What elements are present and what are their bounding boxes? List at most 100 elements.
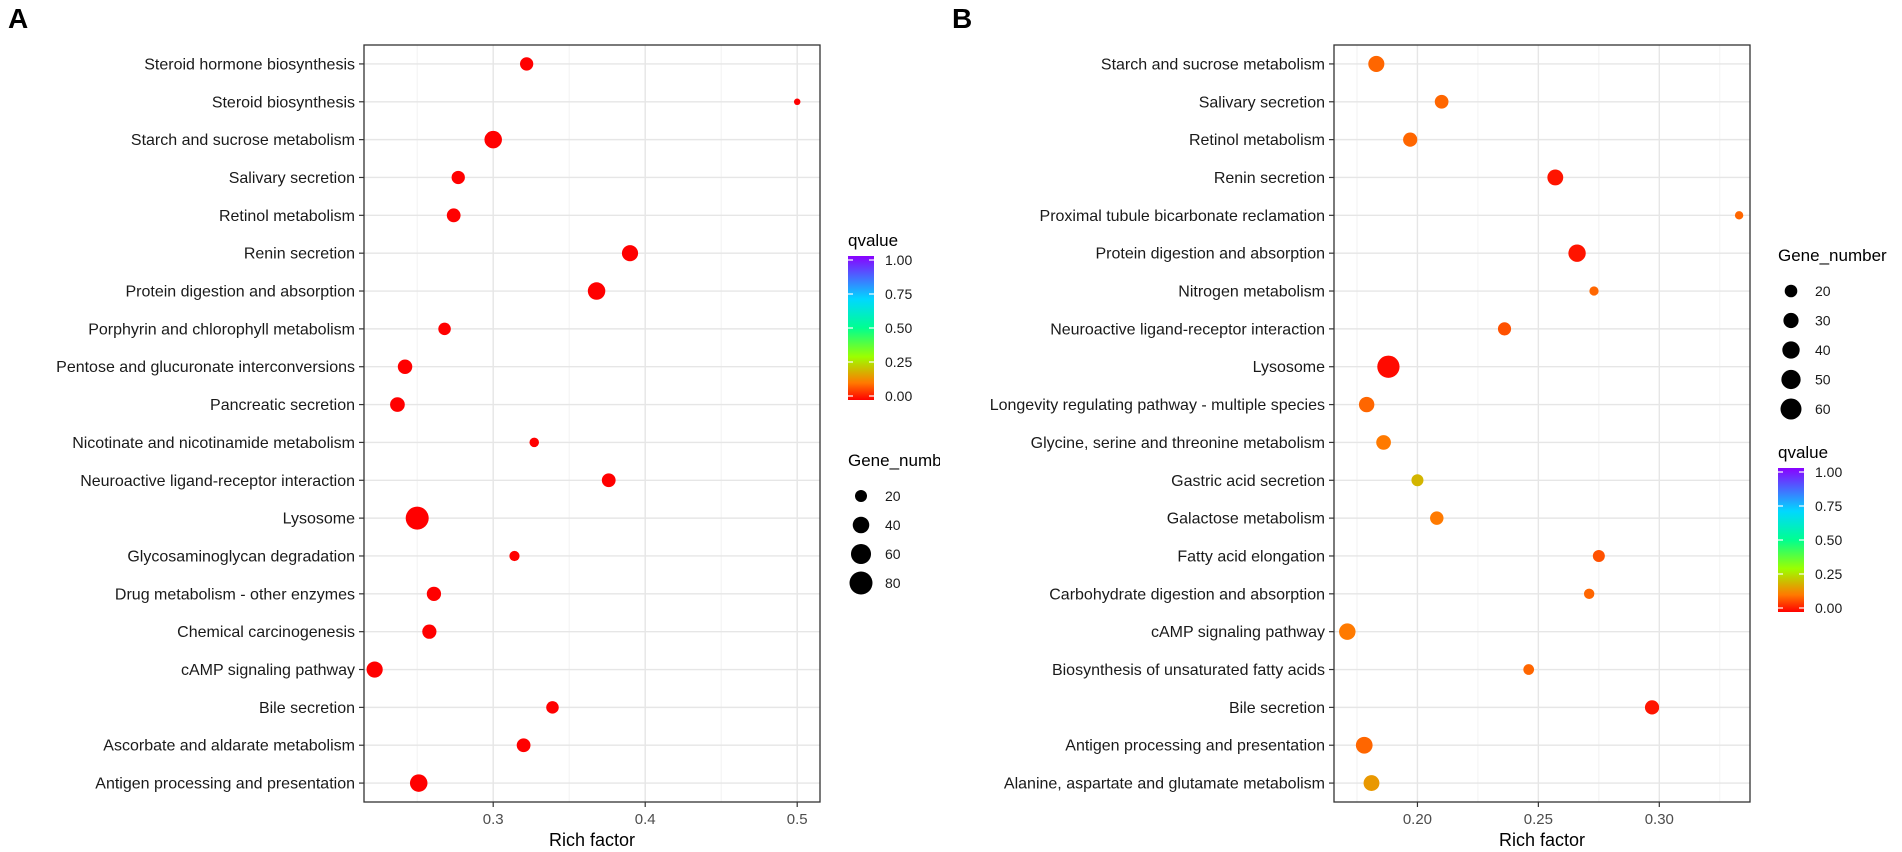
- panel-letter-b: B: [952, 3, 972, 34]
- x-axis-title-b: Rich factor: [1499, 830, 1585, 850]
- data-point-b-18: [1355, 736, 1373, 754]
- qvalue-legend-label-b-0: 1.00: [1815, 464, 1842, 480]
- data-point-a-18: [516, 738, 531, 753]
- data-point-b-16: [1523, 664, 1535, 675]
- plot-panel-b: [1334, 45, 1750, 802]
- qvalue-legend-title-b: qvalue: [1778, 443, 1828, 462]
- data-point-a-10: [529, 437, 540, 448]
- category-label-a-6: Protein digestion and absorption: [126, 284, 356, 301]
- data-point-a-4: [446, 208, 461, 223]
- data-point-a-2: [484, 130, 502, 149]
- size-legend-dot-b-1: [1783, 312, 1799, 329]
- category-label-b-16: Biosynthesis of unsaturated fatty acids: [1052, 662, 1325, 679]
- category-label-b-9: Longevity regulating pathway - multiple …: [990, 397, 1325, 414]
- qvalue-legend-label-a-2: 0.50: [885, 320, 912, 336]
- category-label-b-10: Glycine, serine and threonine metabolism: [1031, 435, 1325, 452]
- data-point-b-2: [1403, 132, 1418, 147]
- category-label-b-5: Protein digestion and absorption: [1096, 246, 1326, 263]
- data-point-b-3: [1547, 169, 1564, 186]
- size-legend-dot-a-0: [855, 490, 867, 502]
- data-point-b-5: [1568, 244, 1586, 262]
- panel-b-chart: Starch and sucrose metabolism Salivary se…: [990, 44, 1887, 850]
- qvalue-legend-label-a-3: 0.25: [885, 354, 912, 370]
- category-label-b-6: Nitrogen metabolism: [1178, 284, 1325, 301]
- category-label-a-16: cAMP signaling pathway: [181, 662, 355, 679]
- size-legend-label-b-4: 60: [1815, 401, 1831, 417]
- size-legend-dot-a-3: [849, 571, 873, 595]
- category-label-b-17: Bile secretion: [1229, 700, 1325, 717]
- data-point-b-6: [1589, 286, 1599, 296]
- category-label-b-3: Renin secretion: [1214, 170, 1325, 187]
- category-label-a-10: Nicotinate and nicotinamide metabolism: [72, 435, 355, 452]
- size-legend-label-b-2: 40: [1815, 342, 1831, 358]
- category-label-a-0: Steroid hormone biosynthesis: [144, 56, 355, 73]
- category-label-a-5: Renin secretion: [244, 246, 355, 263]
- category-label-b-19: Alanine, aspartate and glutamate metabol…: [1004, 776, 1325, 793]
- category-label-b-18: Antigen processing and presentation: [1065, 738, 1325, 755]
- data-point-b-14: [1583, 588, 1595, 600]
- data-point-a-3: [451, 170, 465, 185]
- panel-letter-a: A: [8, 3, 28, 34]
- qvalue-legend-label-a-4: 0.00: [885, 388, 912, 404]
- category-label-a-12: Lysosome: [283, 511, 355, 528]
- data-point-a-0: [519, 57, 534, 71]
- category-label-a-8: Pentose and glucuronate interconversions: [56, 359, 355, 376]
- category-label-b-12: Galactose metabolism: [1167, 511, 1325, 528]
- data-point-b-13: [1592, 549, 1605, 562]
- x-tick-label-b-1: 0.25: [1524, 811, 1553, 828]
- data-point-a-6: [587, 282, 606, 300]
- category-label-b-11: Gastric acid secretion: [1171, 473, 1325, 490]
- data-point-a-17: [546, 701, 559, 714]
- category-label-b-7: Neuroactive ligand-receptor interaction: [1050, 321, 1325, 338]
- x-axis-title-a: Rich factor: [549, 830, 635, 850]
- data-point-b-7: [1497, 322, 1512, 336]
- data-point-b-17: [1644, 700, 1660, 715]
- qvalue-legend-label-b-2: 0.50: [1815, 532, 1842, 548]
- data-point-a-19: [409, 774, 428, 792]
- qvalue-legend-label-b-1: 0.75: [1815, 498, 1842, 514]
- category-label-a-2: Starch and sucrose metabolism: [131, 132, 355, 149]
- qvalue-legend-title-a: qvalue: [848, 231, 898, 250]
- category-label-b-14: Carbohydrate digestion and absorption: [1049, 586, 1325, 603]
- size-legend-label-a-1: 40: [885, 517, 901, 533]
- x-tick-label-a-2: 0.5: [787, 811, 808, 828]
- data-point-a-14: [426, 586, 442, 601]
- data-point-a-5: [621, 245, 639, 262]
- data-point-b-19: [1363, 775, 1380, 792]
- qvalue-legend-label-a-1: 0.75: [885, 286, 912, 302]
- plot-border-a: [363, 44, 821, 803]
- qvalue-legend-label-b-3: 0.25: [1815, 566, 1842, 582]
- size-legend-label-a-3: 80: [885, 575, 901, 591]
- data-point-a-1: [793, 98, 801, 106]
- data-point-b-4: [1734, 211, 1744, 220]
- category-label-b-13: Fatty acid elongation: [1177, 548, 1325, 565]
- size-legend-dot-b-2: [1782, 341, 1800, 359]
- category-label-a-14: Drug metabolism - other enzymes: [115, 586, 355, 603]
- data-point-b-8: [1377, 355, 1400, 378]
- data-point-b-12: [1430, 511, 1444, 525]
- data-point-a-8: [397, 359, 413, 374]
- category-label-a-18: Ascorbate and aldarate metabolism: [103, 738, 355, 755]
- data-point-a-11: [601, 473, 616, 488]
- category-label-b-2: Retinol metabolism: [1189, 132, 1325, 149]
- category-label-a-11: Neuroactive ligand-receptor interaction: [80, 473, 355, 490]
- size-legend-dot-b-0: [1784, 284, 1798, 298]
- category-label-a-1: Steroid biosynthesis: [212, 94, 355, 111]
- data-point-a-7: [438, 322, 451, 336]
- category-label-b-4: Proximal tubule bicarbonate reclamation: [1040, 208, 1325, 225]
- data-point-b-9: [1358, 396, 1375, 413]
- data-point-a-15: [422, 624, 437, 639]
- category-label-b-15: cAMP signaling pathway: [1151, 624, 1325, 641]
- category-label-a-17: Bile secretion: [259, 700, 355, 717]
- data-point-b-1: [1434, 94, 1449, 109]
- gene-number-legend-title-a: Gene_number: [848, 451, 957, 470]
- category-label-b-0: Starch and sucrose metabolism: [1101, 56, 1325, 73]
- data-point-b-0: [1368, 55, 1385, 72]
- size-legend-label-a-0: 20: [885, 488, 901, 504]
- size-legend-label-b-3: 50: [1815, 372, 1831, 388]
- data-point-a-13: [509, 550, 520, 562]
- size-legend-label-b-0: 20: [1815, 283, 1831, 299]
- category-label-a-13: Glycosaminoglycan degradation: [127, 548, 355, 565]
- data-point-a-9: [390, 397, 405, 412]
